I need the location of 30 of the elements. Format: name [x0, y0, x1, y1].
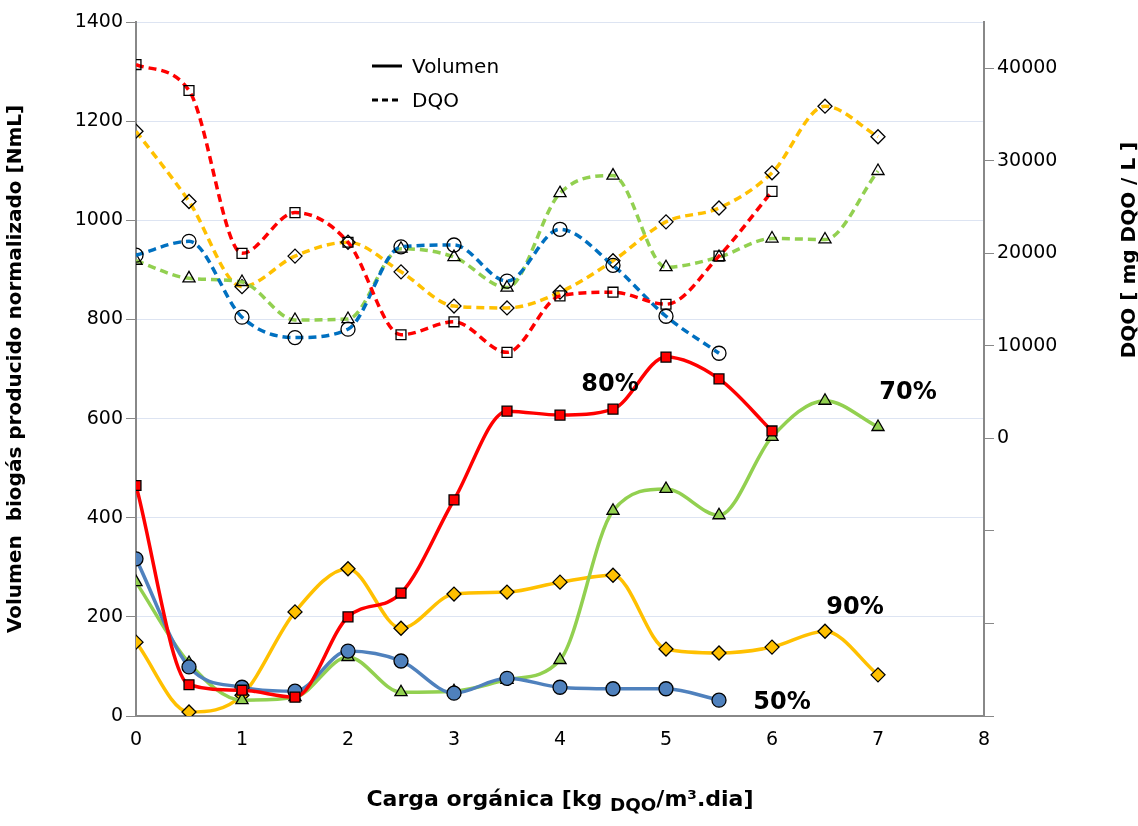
- y2-tick-label: 10000: [997, 332, 1058, 355]
- annotation: 90%: [826, 592, 884, 621]
- y-tick-label: 1400: [74, 8, 123, 31]
- y-axis-title: Volumen biogás producido normalizado [NmL]: [2, 104, 27, 634]
- y-tick-label: 600: [86, 405, 123, 428]
- x-tick-label: 6: [765, 727, 779, 750]
- annotation: Volumen: [412, 54, 500, 78]
- annotation: 50%: [753, 687, 811, 716]
- y-tick-label: 1000: [74, 207, 123, 230]
- x-tick-label: 8: [977, 727, 991, 750]
- y2-tick-label: 0: [997, 425, 1010, 448]
- x-tick-label: 1: [235, 727, 249, 750]
- x-tick-label: 7: [871, 727, 885, 750]
- x-tick-label: 0: [129, 727, 143, 750]
- y2-tick-label: 40000: [997, 55, 1058, 78]
- x-tick-label: 2: [341, 727, 355, 750]
- annotation: 70%: [879, 377, 937, 406]
- y2-tick-label: 30000: [997, 147, 1058, 170]
- x-tick-label: 3: [447, 727, 461, 750]
- x-axis-title: Carga orgánica [kg $_{DQO}$/m³.dia]: [365, 786, 755, 816]
- y-tick-label: 200: [86, 603, 123, 626]
- y-tick-label: 800: [86, 306, 123, 329]
- annotation: 80%: [581, 369, 639, 398]
- y2-tick-label: 20000: [997, 240, 1058, 263]
- y-tick-label: 0: [110, 702, 123, 725]
- annotation: DQO: [412, 88, 459, 112]
- y-tick-label: 400: [86, 504, 123, 527]
- x-tick-label: 5: [659, 727, 673, 750]
- y-tick-label: 1200: [74, 108, 123, 131]
- x-tick-label: 4: [553, 727, 567, 750]
